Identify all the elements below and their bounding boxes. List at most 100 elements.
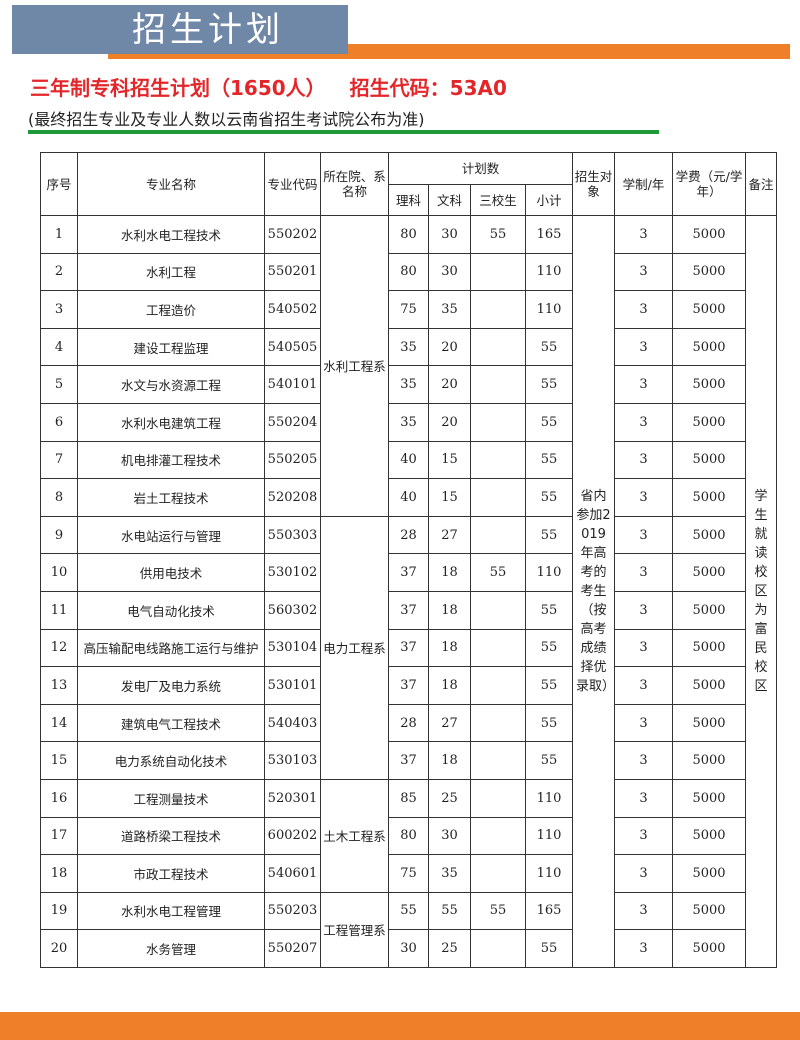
cell-code: 550205 bbox=[264, 440, 321, 480]
cell-subtotal: 165 bbox=[524, 891, 574, 931]
cell-no: 20 bbox=[40, 929, 78, 968]
cell-science: 85 bbox=[388, 778, 429, 818]
cell-name: 机电排灌工程技术 bbox=[77, 440, 265, 480]
cell-three-school bbox=[470, 290, 526, 329]
cell-three-school bbox=[470, 628, 526, 668]
cell-name: 建设工程监理 bbox=[77, 327, 265, 367]
cell-fee: 5000 bbox=[672, 778, 747, 818]
cell-name: 电气自动化技术 bbox=[77, 590, 265, 630]
cell-three-school bbox=[470, 703, 526, 743]
cell-name: 岩土工程技术 bbox=[77, 478, 265, 517]
cell-name: 市政工程技术 bbox=[77, 854, 265, 893]
cell-arts: 30 bbox=[428, 215, 471, 254]
cell-no: 5 bbox=[40, 365, 78, 404]
cell-code: 560302 bbox=[264, 590, 321, 630]
plan-heading: 三年制专科招生计划（1650人） 招生代码：53A0 bbox=[30, 72, 531, 101]
header-fee: 学费（元/学年） bbox=[672, 152, 747, 216]
cell-science: 37 bbox=[388, 666, 429, 705]
plan-title: 三年制专科招生计划（1650人） bbox=[30, 76, 326, 100]
cell-arts: 35 bbox=[428, 854, 471, 893]
cell-subtotal: 110 bbox=[524, 816, 574, 856]
cell-years: 3 bbox=[614, 929, 674, 968]
table-row: 11 电气自动化技术 560302 37 18 55 3 5000 bbox=[40, 590, 777, 630]
cell-subtotal: 110 bbox=[524, 854, 574, 893]
cell-years: 3 bbox=[614, 778, 674, 818]
table-row: 13 发电厂及电力系统 530101 37 18 55 3 5000 bbox=[40, 666, 777, 705]
cell-no: 6 bbox=[40, 402, 78, 442]
cell-arts: 20 bbox=[428, 327, 471, 367]
cell-code: 550202 bbox=[264, 215, 321, 254]
header-science: 理科 bbox=[388, 184, 429, 216]
cell-arts: 15 bbox=[428, 478, 471, 517]
header-dept: 所在院、系名称 bbox=[320, 152, 389, 216]
cell-fee: 5000 bbox=[672, 252, 747, 292]
cell-arts: 18 bbox=[428, 590, 471, 630]
cell-years: 3 bbox=[614, 590, 674, 630]
table-row: 19 水利水电工程管理 550203 工程管理系 55 55 55 165 3 5000 bbox=[40, 891, 777, 968]
cell-years: 3 bbox=[614, 816, 674, 856]
table-row: 3 工程造价 540502 75 35 110 3 5000 bbox=[40, 290, 777, 329]
cell-three-school bbox=[470, 854, 526, 893]
cell-fee: 5000 bbox=[672, 816, 747, 856]
cell-years: 3 bbox=[614, 515, 674, 555]
cell-no: 15 bbox=[40, 741, 78, 780]
header-years: 学制/年 bbox=[614, 152, 674, 216]
cell-fee: 5000 bbox=[672, 929, 747, 968]
enrollment-plan-table: 序号 专业名称 专业代码 所在院、系名称 计划数 招生对象 学制/年 学费（元/… bbox=[40, 152, 778, 968]
cell-code: 550303 bbox=[264, 515, 321, 555]
table-row: 7 机电排灌工程技术 550205 40 15 55 3 5000 bbox=[40, 440, 777, 480]
bottom-orange-bar bbox=[0, 1012, 800, 1040]
cell-arts: 25 bbox=[428, 778, 471, 818]
cell-subtotal: 55 bbox=[524, 929, 574, 968]
cell-science: 30 bbox=[388, 929, 429, 968]
table-row: 2 水利工程 550201 80 30 110 3 5000 bbox=[40, 252, 777, 292]
cell-code: 540502 bbox=[264, 290, 321, 329]
cell-no: 7 bbox=[40, 440, 78, 480]
header-no: 序号 bbox=[40, 152, 78, 216]
table-row: 18 市政工程技术 540601 75 35 110 3 5000 bbox=[40, 854, 777, 893]
cell-three-school bbox=[470, 666, 526, 705]
cell-arts: 15 bbox=[428, 440, 471, 480]
cell-fee: 5000 bbox=[672, 553, 747, 592]
table-row: 16 工程测量技术 520301 土木工程系 85 25 110 3 5000 bbox=[40, 778, 777, 893]
cell-no: 4 bbox=[40, 327, 78, 367]
cell-three-school bbox=[470, 327, 526, 367]
cell-science: 75 bbox=[388, 290, 429, 329]
cell-subtotal: 55 bbox=[524, 365, 574, 404]
cell-code: 550207 bbox=[264, 929, 321, 968]
cell-subtotal: 55 bbox=[524, 590, 574, 630]
cell-name: 高压输配电线路施工运行与维护 bbox=[77, 628, 265, 668]
cell-department: 工程管理系 bbox=[320, 891, 389, 968]
cell-science: 35 bbox=[388, 402, 429, 442]
table-row: 6 水利水电建筑工程 550204 35 20 55 3 5000 bbox=[40, 402, 777, 442]
cell-no: 3 bbox=[40, 290, 78, 329]
cell-arts: 18 bbox=[428, 741, 471, 780]
cell-years: 3 bbox=[614, 290, 674, 329]
cell-years: 3 bbox=[614, 440, 674, 480]
cell-years: 3 bbox=[614, 327, 674, 367]
cell-science: 40 bbox=[388, 440, 429, 480]
cell-fee: 5000 bbox=[672, 402, 747, 442]
cell-name: 供用电技术 bbox=[77, 553, 265, 592]
cell-three-school bbox=[470, 778, 526, 818]
cell-no: 1 bbox=[40, 215, 78, 254]
cell-no: 9 bbox=[40, 515, 78, 555]
green-divider bbox=[28, 130, 659, 134]
cell-fee: 5000 bbox=[672, 215, 747, 254]
header-code: 专业代码 bbox=[264, 152, 321, 216]
cell-arts: 30 bbox=[428, 816, 471, 856]
cell-name: 道路桥梁工程技术 bbox=[77, 816, 265, 856]
cell-arts: 20 bbox=[428, 365, 471, 404]
cell-science: 55 bbox=[388, 891, 429, 931]
cell-fee: 5000 bbox=[672, 590, 747, 630]
cell-subtotal: 55 bbox=[524, 440, 574, 480]
cell-subtotal: 110 bbox=[524, 252, 574, 292]
cell-fee: 5000 bbox=[672, 891, 747, 931]
table-row: 20 水务管理 550207 30 25 55 3 5000 bbox=[40, 929, 777, 968]
cell-three-school bbox=[470, 816, 526, 856]
header-remark: 备注 bbox=[745, 152, 778, 216]
cell-name: 工程测量技术 bbox=[77, 778, 265, 818]
cell-years: 3 bbox=[614, 891, 674, 931]
cell-code: 530103 bbox=[264, 741, 321, 780]
table-row: 12 高压输配电线路施工运行与维护 530104 37 18 55 3 5000 bbox=[40, 628, 777, 668]
